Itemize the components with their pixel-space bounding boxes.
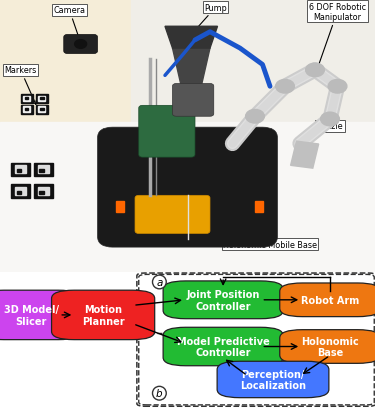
Bar xyxy=(25,98,28,100)
Polygon shape xyxy=(0,122,375,272)
Bar xyxy=(21,94,33,103)
Bar xyxy=(11,185,30,198)
Text: Holonomic Mobile Base: Holonomic Mobile Base xyxy=(214,229,317,249)
Bar xyxy=(23,96,30,101)
Text: Perception/
Localization: Perception/ Localization xyxy=(240,369,306,390)
FancyBboxPatch shape xyxy=(137,273,375,406)
Polygon shape xyxy=(172,49,210,98)
Text: Robot Arm: Robot Arm xyxy=(301,295,359,305)
Bar xyxy=(21,105,33,114)
Bar xyxy=(38,188,49,196)
FancyBboxPatch shape xyxy=(139,275,374,340)
Text: b: b xyxy=(156,388,163,398)
Bar xyxy=(15,166,26,174)
Bar xyxy=(23,107,30,112)
Text: 6 DOF Robotic
Manipulator: 6 DOF Robotic Manipulator xyxy=(309,2,366,72)
Bar xyxy=(38,96,45,101)
Circle shape xyxy=(328,80,347,94)
Bar xyxy=(39,191,44,194)
Text: Motion
Planner: Motion Planner xyxy=(82,304,124,326)
Text: a: a xyxy=(156,277,163,287)
FancyBboxPatch shape xyxy=(280,283,375,317)
FancyBboxPatch shape xyxy=(163,328,283,366)
Bar xyxy=(40,98,44,100)
Text: Pump: Pump xyxy=(194,4,227,32)
Bar xyxy=(36,105,48,114)
FancyBboxPatch shape xyxy=(163,281,283,319)
Bar xyxy=(15,188,26,196)
FancyBboxPatch shape xyxy=(64,35,98,54)
FancyBboxPatch shape xyxy=(135,196,210,234)
Bar xyxy=(17,191,21,194)
FancyBboxPatch shape xyxy=(52,290,154,340)
Bar xyxy=(11,163,30,177)
Bar xyxy=(34,185,53,198)
Text: 3D Model/
Slicer: 3D Model/ Slicer xyxy=(4,304,58,326)
Bar xyxy=(291,142,319,169)
Bar xyxy=(116,201,124,212)
Bar xyxy=(38,166,49,174)
Bar xyxy=(25,108,28,111)
Bar xyxy=(40,108,44,111)
FancyBboxPatch shape xyxy=(217,362,329,398)
Circle shape xyxy=(246,110,264,124)
Bar xyxy=(38,107,45,112)
FancyBboxPatch shape xyxy=(0,290,81,340)
FancyBboxPatch shape xyxy=(98,128,278,247)
Polygon shape xyxy=(0,0,131,272)
Circle shape xyxy=(276,80,294,94)
Bar xyxy=(17,169,21,173)
Text: Model Predictive
Controller: Model Predictive Controller xyxy=(177,336,270,357)
Text: Nozzle: Nozzle xyxy=(303,122,344,142)
FancyBboxPatch shape xyxy=(280,330,375,364)
FancyBboxPatch shape xyxy=(139,334,374,405)
Bar xyxy=(255,201,262,212)
Polygon shape xyxy=(165,27,218,49)
Text: Joint Position
Controller: Joint Position Controller xyxy=(186,289,260,311)
FancyBboxPatch shape xyxy=(172,84,214,117)
Bar xyxy=(36,94,48,103)
Bar xyxy=(34,163,53,177)
FancyBboxPatch shape xyxy=(139,106,195,158)
Polygon shape xyxy=(131,0,375,272)
Bar xyxy=(39,169,44,173)
Circle shape xyxy=(321,113,339,126)
Circle shape xyxy=(306,64,324,78)
Text: Markers: Markers xyxy=(4,66,37,105)
Text: Holonomic
Base: Holonomic Base xyxy=(301,336,359,357)
Text: Camera: Camera xyxy=(53,7,86,40)
Circle shape xyxy=(75,40,87,49)
